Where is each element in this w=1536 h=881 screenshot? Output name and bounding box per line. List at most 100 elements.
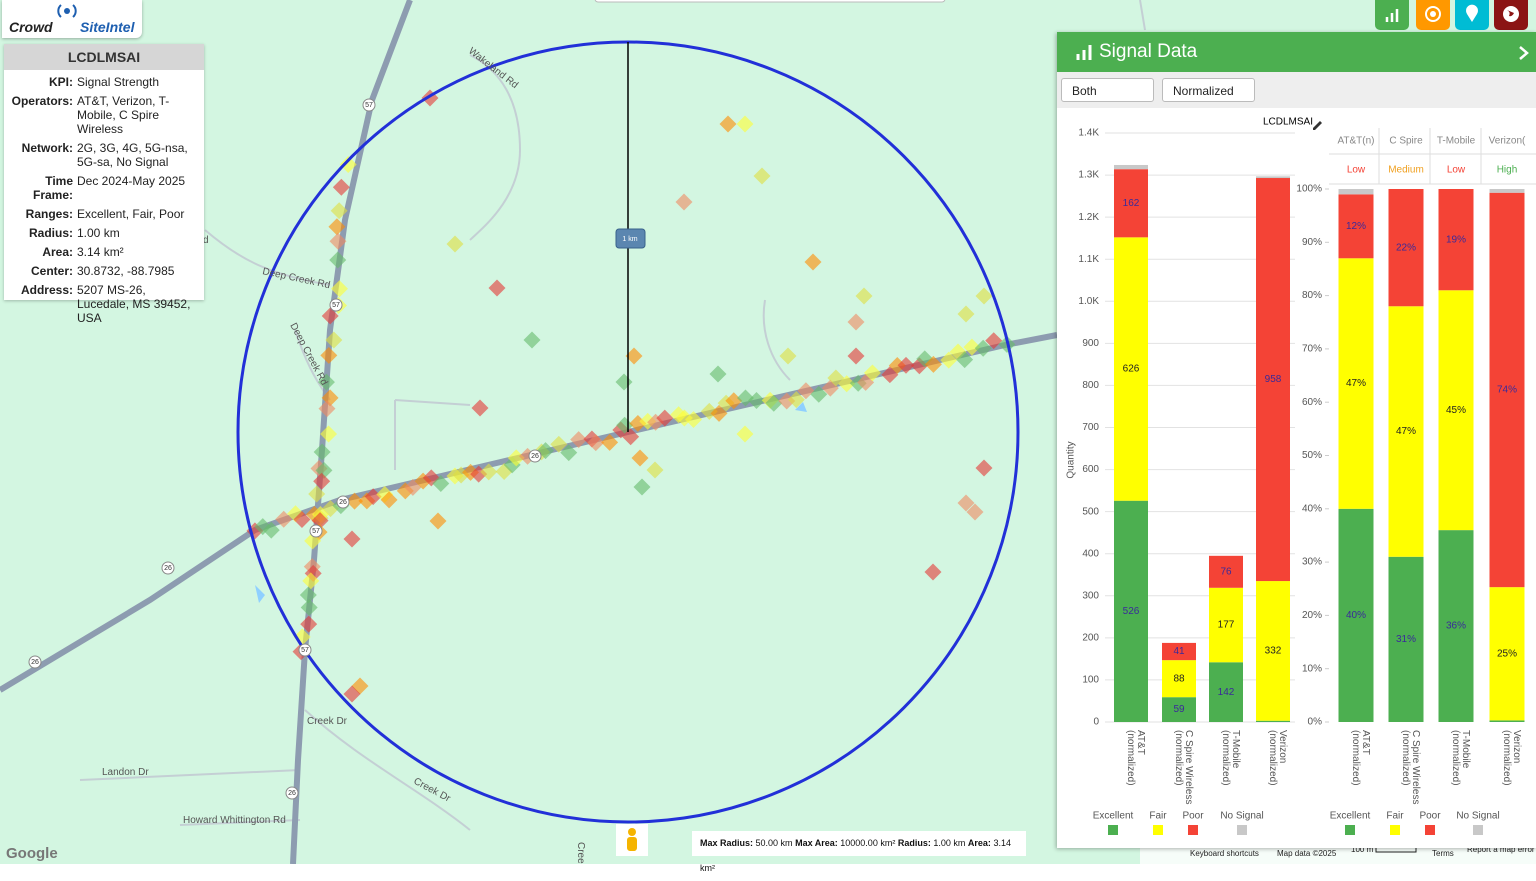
y-tick-label: 1.2K: [1078, 212, 1099, 223]
target-button[interactable]: [1416, 0, 1450, 30]
x-tick-line: (normalized): [1350, 730, 1361, 786]
info-key: KPI:: [49, 75, 73, 89]
data-label: 626: [1123, 364, 1140, 375]
signal-cell: [725, 392, 743, 410]
signal-cell: [719, 115, 737, 133]
info-key: Operators:: [11, 94, 73, 108]
signal-cell: [364, 488, 382, 506]
x-tick-line: (normalized): [1125, 730, 1136, 786]
signal-cell: [317, 373, 335, 391]
legend-label: Excellent: [1093, 811, 1134, 822]
pin-button[interactable]: [1455, 0, 1489, 30]
info-value: 3.14 km²: [77, 245, 124, 259]
footer-link[interactable]: Keyboard shortcuts: [1190, 849, 1259, 858]
data-label: 526: [1123, 606, 1140, 617]
info-key: Area:: [42, 245, 73, 259]
signal-cell: [329, 251, 347, 269]
signal-cell: [601, 433, 619, 451]
edit-icon[interactable]: [1313, 121, 1322, 130]
y-tick-label: 600: [1082, 464, 1099, 475]
bar-segment: [1114, 169, 1148, 238]
pegman-body: [627, 837, 637, 851]
signal-cell: [810, 385, 828, 403]
info-key: Radius:: [28, 226, 73, 240]
collapse-button[interactable]: [1517, 45, 1531, 61]
shield-bg: [309, 524, 323, 538]
bar-segment: [1438, 530, 1474, 722]
stat-key: Area:: [967, 838, 991, 848]
stat-key: Max Area:: [795, 838, 838, 848]
logo-waves: [57, 4, 77, 18]
y-tick-label: 1.1K: [1078, 254, 1099, 265]
data-label: 12%: [1346, 221, 1366, 232]
signal-cell: [299, 586, 317, 604]
bar-segment: [1162, 642, 1196, 661]
shield-bg: [528, 449, 542, 463]
signal-cell: [275, 510, 293, 528]
panel-title: Signal Data: [1099, 41, 1198, 62]
signal-cell: [550, 435, 568, 453]
bar-segment: [1162, 660, 1196, 698]
bar-segment: [1388, 556, 1424, 722]
data-label: 88: [1173, 673, 1185, 684]
footer-bg: [1140, 846, 1536, 864]
signal-cell: [300, 615, 318, 633]
data-label: 332: [1265, 646, 1282, 657]
legend-label: No Signal: [1456, 811, 1499, 822]
globe-button[interactable]: [1494, 0, 1528, 30]
signal-cell: [330, 202, 348, 220]
signal-cell: [380, 491, 398, 509]
pegman-head: [628, 828, 636, 836]
data-label: 958: [1265, 374, 1282, 385]
signal-cell: [432, 475, 450, 493]
signal-cell: [446, 235, 464, 253]
logo: Crowd SiteIntel: [2, 0, 142, 38]
signal-cell: [329, 232, 347, 250]
y-tick-label: 300: [1082, 590, 1099, 601]
logo-text: SiteIntel: [80, 19, 135, 35]
signal-cell: [339, 155, 357, 173]
signal-cell: [897, 356, 915, 374]
x-tick-line: (normalized): [1400, 730, 1411, 786]
header-icon: [1076, 45, 1092, 60]
water: [795, 402, 807, 412]
bar-segment: [1209, 587, 1243, 663]
icon: [1466, 4, 1478, 23]
select-value: Both: [1072, 84, 1097, 98]
y-tick-label: 50%: [1302, 450, 1322, 461]
y-tick-label: 20%: [1302, 610, 1322, 621]
legend-label: Poor: [1419, 811, 1441, 822]
info-value: 1.00 km: [77, 226, 120, 240]
info-key: Center:: [30, 264, 73, 278]
signal-cell: [308, 485, 326, 503]
signal-cell: [633, 478, 651, 496]
signal-cell: [966, 503, 984, 521]
signal-cell: [646, 461, 664, 479]
data-label: 45%: [1446, 405, 1466, 416]
shield-number: 26: [531, 453, 539, 460]
bar-segment: [1256, 720, 1290, 722]
logo-dot: [64, 8, 70, 14]
signal-cell: [480, 463, 498, 481]
signal-cell: [320, 425, 338, 443]
network-select[interactable]: Both: [1061, 78, 1154, 102]
signal-cell: [709, 365, 727, 383]
footer-link[interactable]: Report a map error: [1467, 845, 1535, 854]
footer-link[interactable]: Terms: [1432, 849, 1454, 858]
signal-cell: [765, 394, 783, 412]
info-value: 5207 MS-26, Lucedale, MS 39452, USA: [77, 283, 191, 325]
icon-pin: [1466, 4, 1478, 23]
signal-cell: [753, 167, 771, 185]
shield-number: 26: [164, 565, 172, 572]
info-value: Signal Strength: [77, 75, 160, 89]
bar-segment: [1114, 164, 1148, 170]
signal-cell: [320, 346, 338, 364]
shield-bg: [161, 561, 175, 575]
chart-button[interactable]: [1375, 0, 1409, 30]
mode-select[interactable]: Normalized: [1162, 78, 1255, 102]
y-tick-label: 10%: [1302, 663, 1322, 674]
data-label: 162: [1123, 198, 1140, 209]
info-key: Ranges:: [25, 207, 73, 221]
signal-cell: [313, 443, 331, 461]
